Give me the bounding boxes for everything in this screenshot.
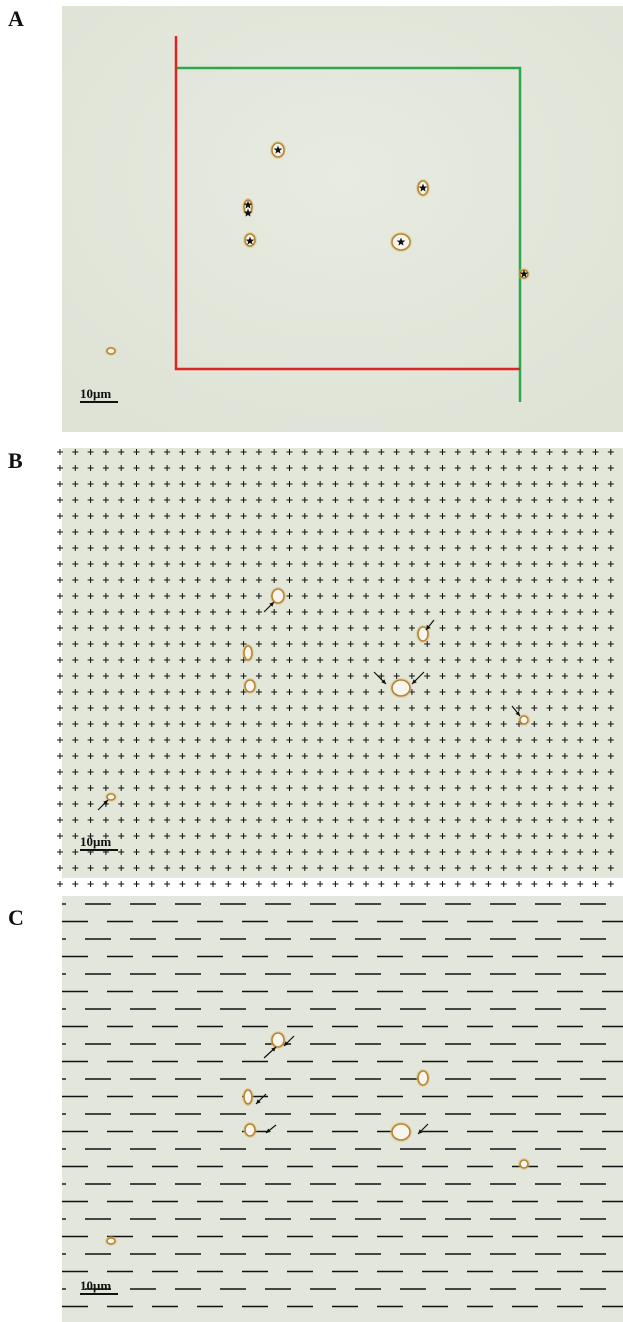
particle-c-3 — [391, 1123, 411, 1141]
star-icon — [245, 236, 255, 245]
panel-a-micrograph: 10μm — [62, 6, 623, 432]
arrow-head — [266, 1128, 271, 1133]
panel-c-svg — [62, 896, 623, 1322]
particle-b-6 — [106, 793, 116, 801]
panel-b-micrograph: 10μm — [56, 444, 623, 890]
panel-c-scale-bar — [80, 1293, 118, 1295]
particle-c-1 — [243, 1089, 253, 1105]
exclusion-line — [174, 36, 520, 371]
particle-b-5 — [519, 715, 529, 725]
panel-letter-a: A — [8, 6, 24, 31]
panel-b-scale-bar — [80, 849, 118, 851]
panel-b-svg — [57, 448, 623, 887]
arrow-head — [381, 679, 386, 684]
panel-letter-c: C — [8, 905, 24, 930]
inclusion-line — [176, 66, 522, 402]
particle-c-5 — [519, 1159, 529, 1169]
panel-c-background — [62, 896, 623, 1322]
particle-b-3 — [391, 679, 411, 697]
particle-a-6 — [106, 347, 116, 355]
arrow-head — [284, 1041, 289, 1046]
arrow-head — [269, 602, 274, 607]
arrow-head — [412, 679, 417, 684]
particle-c-6 — [106, 1237, 116, 1245]
star-icon — [243, 200, 253, 209]
panel-a-scale-bar — [80, 401, 118, 403]
arrow-head — [256, 1099, 261, 1104]
panel-a-scale-label: 10μm — [80, 386, 112, 401]
particle-c-2 — [244, 1123, 256, 1137]
star-icon — [418, 183, 428, 192]
arrow-head — [418, 1129, 423, 1134]
star-icon — [396, 237, 406, 246]
arrow-head — [426, 625, 431, 630]
star-icon — [243, 208, 253, 217]
panel-letter-b: B — [8, 448, 23, 473]
particle-b-1 — [243, 645, 253, 661]
arrow-head — [103, 800, 108, 805]
panel-b-background — [62, 448, 623, 878]
panel-c-scale-label: 10μm — [80, 1278, 112, 1293]
panel-b-scale-label: 10μm — [80, 834, 112, 849]
star-icon — [519, 269, 529, 278]
arrow-head — [271, 1047, 276, 1052]
panel-a-background — [62, 6, 623, 432]
particle-b-0 — [271, 588, 285, 604]
panel-a-svg — [62, 6, 623, 432]
panel-c-micrograph: 10μm — [50, 896, 623, 1322]
particle-b-2 — [244, 679, 256, 693]
arrow-head — [515, 711, 520, 716]
star-icon — [273, 145, 283, 154]
particle-b-4 — [417, 626, 429, 642]
particle-c-4 — [417, 1070, 429, 1086]
particle-c-0 — [271, 1032, 285, 1048]
